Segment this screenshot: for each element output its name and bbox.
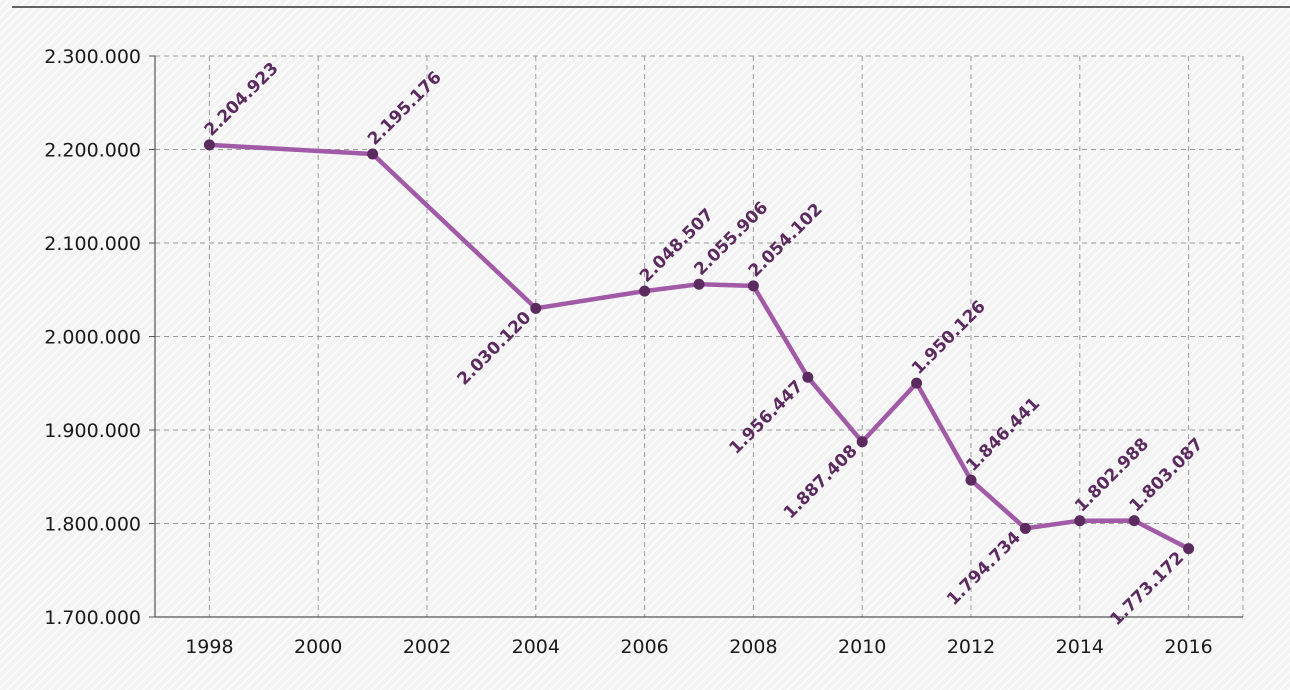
data-label: 2.030.120 — [454, 308, 536, 390]
data-label: 1.956.447 — [726, 377, 808, 459]
data-point — [203, 139, 215, 151]
y-tick-label: 2.200.000 — [44, 140, 141, 162]
x-tick-label: 2016 — [1164, 636, 1212, 658]
data-label: 1.846.441 — [962, 394, 1044, 476]
series — [203, 139, 1195, 555]
data-label: 1.887.408 — [780, 441, 862, 523]
x-tick-label: 2004 — [512, 636, 560, 658]
data-label: 1.950.126 — [908, 297, 990, 379]
data-label: 2.204.923 — [201, 59, 283, 141]
data-point — [367, 148, 379, 160]
x-tick-label: 2010 — [838, 636, 886, 658]
data-point — [802, 371, 814, 383]
data-point — [639, 285, 651, 297]
data-labels: 2.204.923 2.195.1762.030.1202.048.5072.05… — [201, 59, 1208, 630]
data-point — [965, 474, 977, 486]
data-point — [1019, 522, 1031, 534]
x-tick-label: 2012 — [947, 636, 995, 658]
x-tick-label: 2014 — [1056, 636, 1104, 658]
x-tick-label: 2000 — [294, 636, 342, 658]
data-label: 2.195.176 — [364, 68, 446, 150]
data-point — [1128, 515, 1140, 527]
x-tick-label: 2002 — [403, 636, 451, 658]
y-tick-label: 2.300.000 — [44, 46, 141, 68]
series-line — [207, 142, 1191, 551]
axes: 1.700.000 1.800.000 1.900.000 2.000.000 2.10… — [44, 46, 1243, 658]
y-tick-label: 1.700.000 — [44, 607, 141, 629]
data-label: 1.794.734 — [943, 528, 1025, 610]
data-point — [747, 280, 759, 292]
x-tick-label: 2008 — [729, 636, 777, 658]
data-point — [530, 302, 542, 314]
grid — [155, 55, 1244, 617]
data-point — [856, 436, 868, 448]
x-tick-label: 2006 — [620, 636, 668, 658]
y-tick-label: 2.000.000 — [44, 327, 141, 349]
data-point — [911, 377, 923, 389]
y-tick-label: 2.100.000 — [44, 233, 141, 255]
y-tick-label: 1.900.000 — [44, 420, 141, 442]
x-tick-label: 1998 — [185, 636, 233, 658]
data-point — [1183, 543, 1195, 555]
data-point — [693, 278, 705, 290]
y-tick-label: 1.800.000 — [44, 514, 141, 536]
data-point — [1074, 515, 1086, 527]
